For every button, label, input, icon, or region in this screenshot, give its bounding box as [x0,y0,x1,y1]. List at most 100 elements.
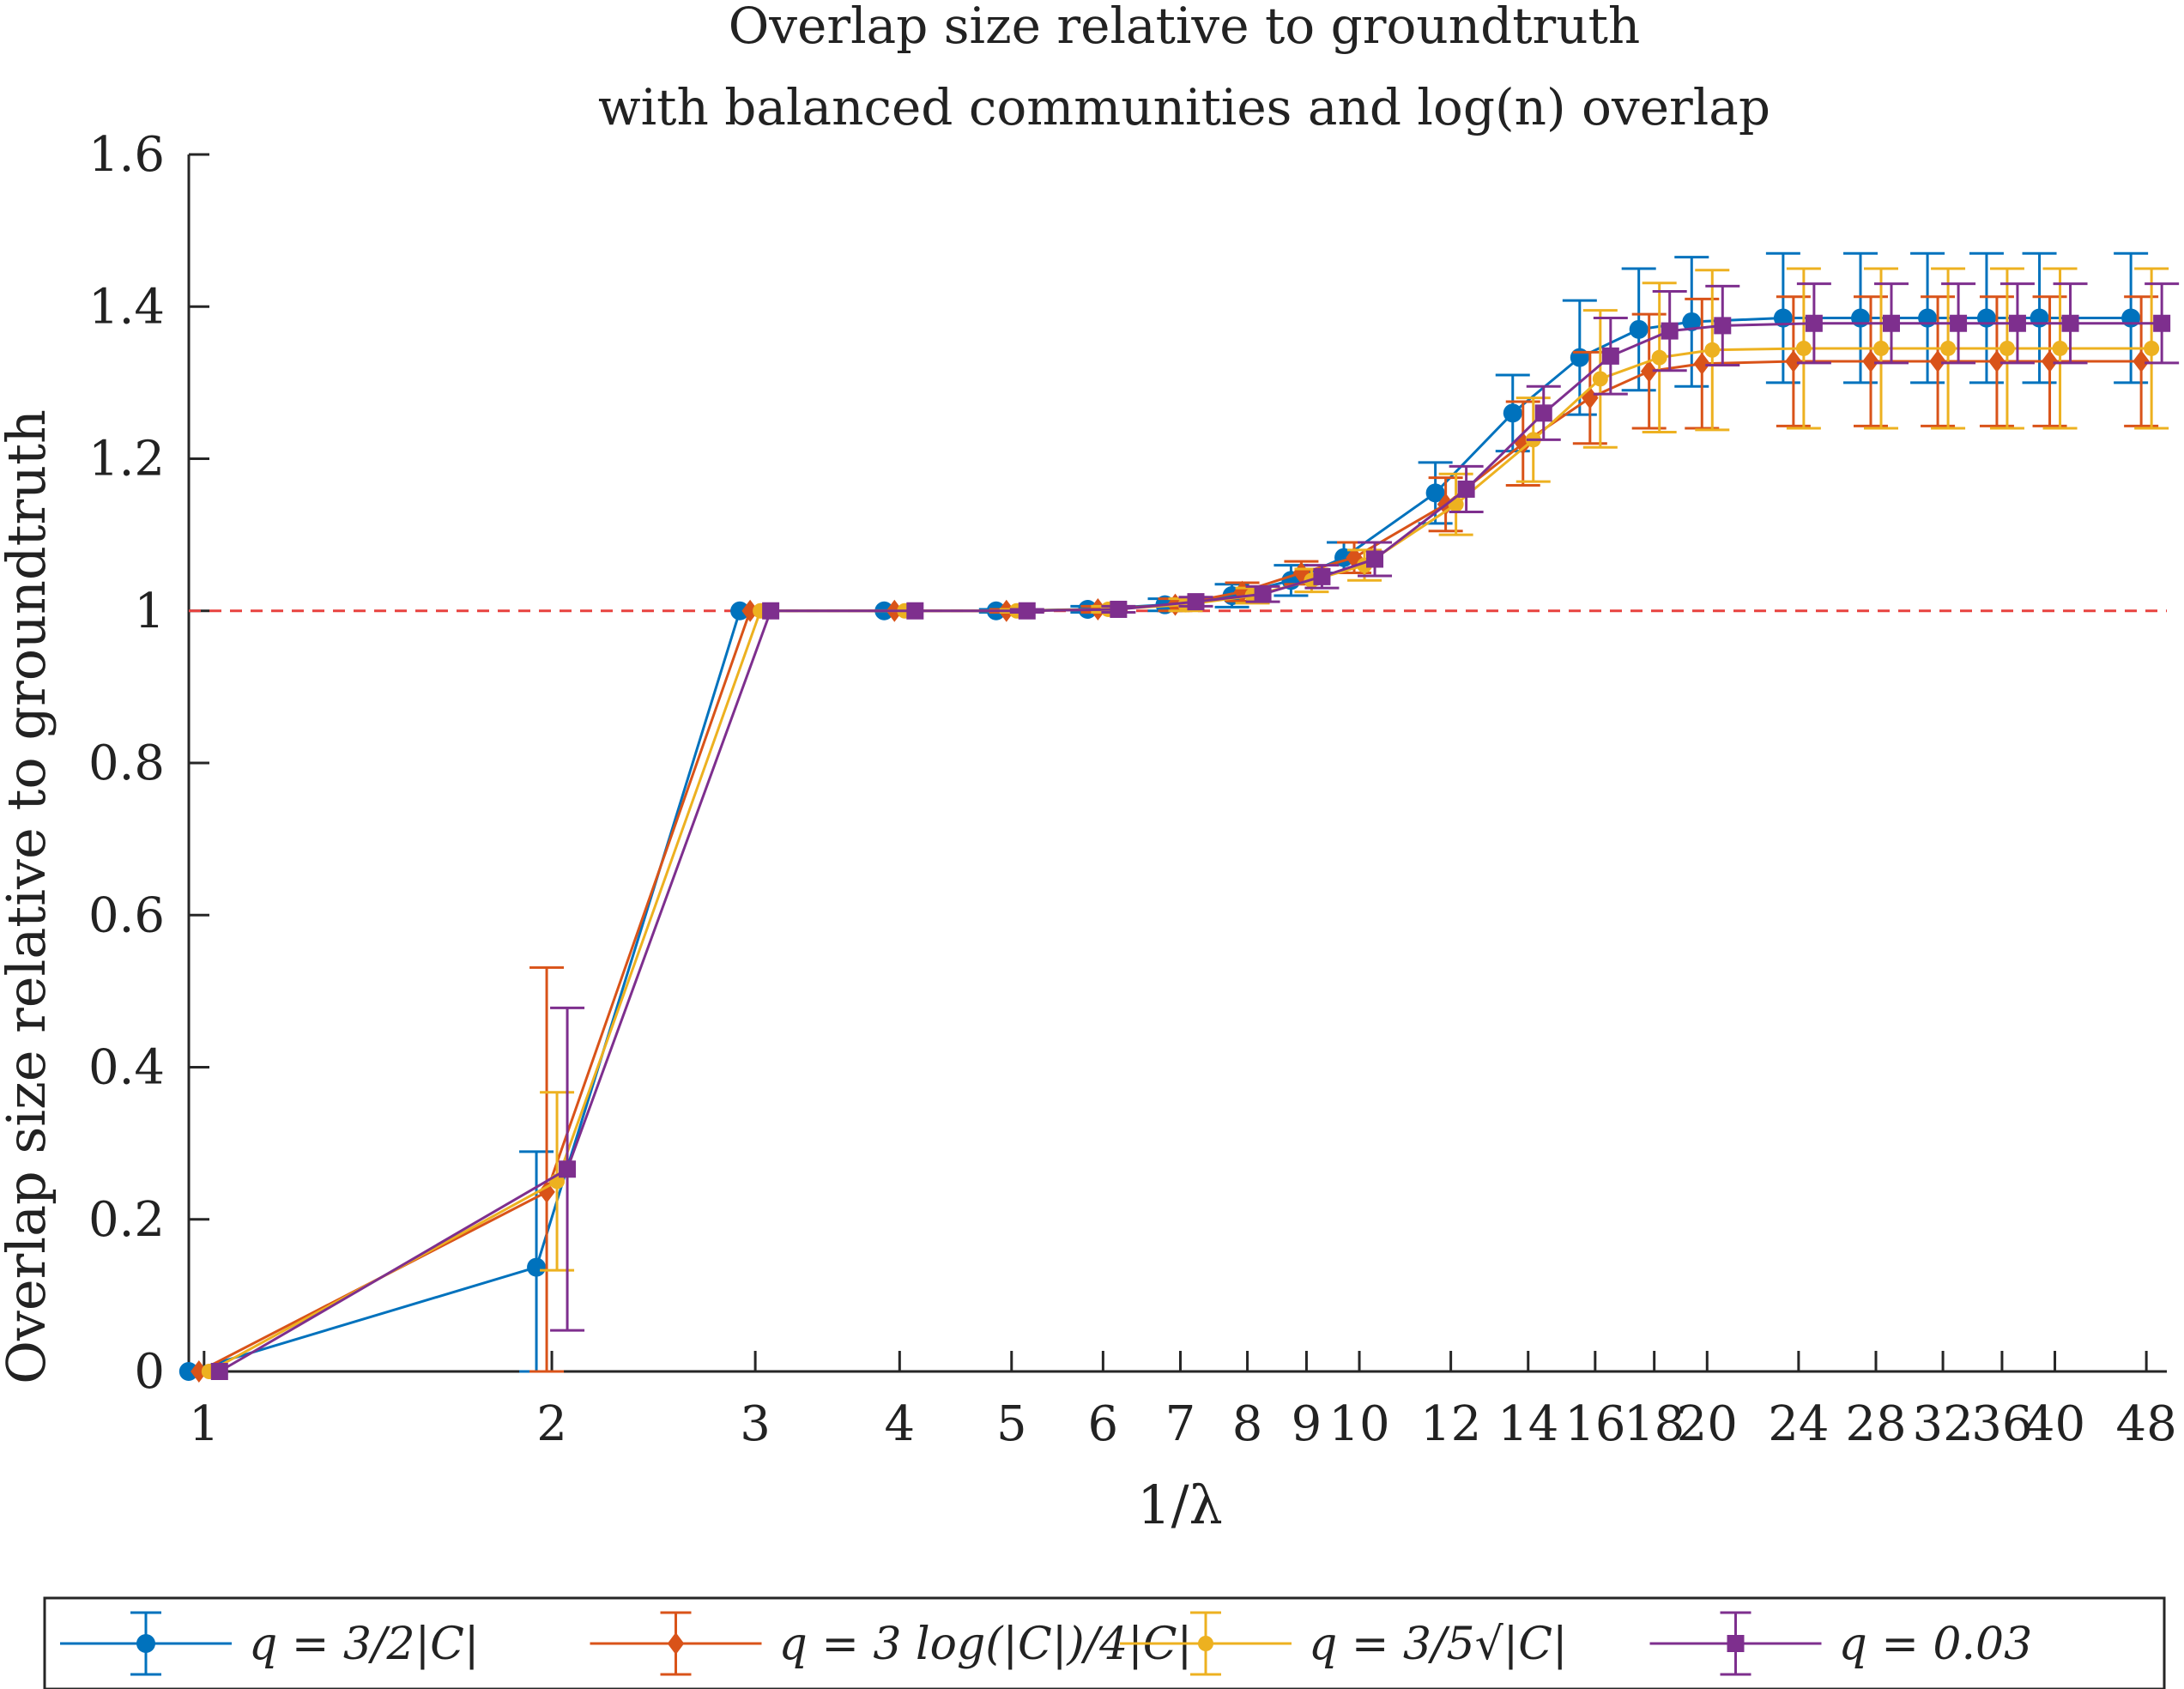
series-line [198,360,2142,1373]
legend-item-1: q = 3/2|C| [60,1611,479,1676]
data-point [1805,314,1823,332]
series-1 [178,251,2149,1381]
data-point [527,1257,547,1277]
data-point [1198,1636,1213,1651]
data-point [1457,480,1475,498]
series-4 [210,282,2180,1380]
y-tick-label: 1.4 [88,279,165,335]
data-point [1883,314,1901,332]
data-point [2061,314,2079,332]
x-tick-label: 8 [1232,1396,1263,1452]
x-tick-label: 9 [1292,1396,1322,1452]
data-point [1682,312,1702,331]
data-point [1448,496,1464,512]
data-point [730,601,750,621]
x-tick-label: 12 [1420,1396,1481,1452]
y-tick-label: 0.6 [88,887,165,943]
data-point [1714,317,1732,335]
x-tick-label: 32 [1912,1396,1973,1452]
x-tick-label: 40 [2024,1396,2085,1452]
data-point [1795,340,1812,356]
legend-item-3: q = 3/5√|C| [1120,1611,1568,1676]
x-tick-label: 3 [740,1396,771,1452]
data-point [1785,350,1802,373]
legend-item-4: q = 0.03 [1649,1611,2033,1676]
x-tick-label: 6 [1088,1396,1119,1452]
data-point [667,1632,685,1655]
series-line [209,347,2152,1373]
data-point [1582,386,1599,409]
data-point [1640,360,1658,383]
legend-label: q = 3/2|C| [249,1619,479,1670]
data-point [136,1634,155,1653]
data-point [1592,371,1608,387]
y-tick-label: 0.4 [88,1040,165,1096]
data-point [1651,349,1667,366]
x-tick-label: 18 [1624,1396,1685,1452]
legend: q = 3/2|C| q = 3 log(|C|)/4|C| q = 3/5√|C|… [43,1596,2166,1689]
x-tick-label: 14 [1497,1396,1558,1452]
data-point [2008,314,2026,332]
data-point [2144,340,2160,356]
data-point [1187,593,1205,611]
data-point [1629,319,1649,339]
data-point [906,602,924,620]
x-tick-label: 5 [996,1396,1027,1452]
data-point [1929,350,1946,373]
legend-label: q = 0.03 [1839,1619,2033,1670]
data-point [1366,550,1384,568]
data-point [762,602,780,620]
x-axis-label: 1/λ [1137,1474,1223,1536]
data-point [1704,342,1721,358]
data-point [1425,483,1445,503]
data-point [1661,322,1679,340]
data-point [1988,350,2006,373]
plot-area: 00.20.40.60.811.21.41.61 2 3 4 5 6 7 8 9 10 12 14 16… [88,127,2180,1452]
chart-title-line1: Overlap size relative to groundtruth [729,0,1641,55]
x-tick-label: 20 [1677,1396,1738,1452]
x-tick-label: 1 [189,1396,220,1452]
data-point [210,1363,228,1380]
x-tick-label: 28 [1845,1396,1906,1452]
series-3 [201,267,2169,1379]
chart-title-line2: with balanced communities and log(n) ove… [598,78,1770,136]
x-tick-label: 4 [884,1396,915,1452]
data-point [2153,314,2171,332]
data-point [1727,1635,1745,1652]
data-point [1313,567,1331,585]
y-tick-label: 0 [134,1344,165,1400]
data-point [178,1362,198,1381]
data-point [1254,585,1272,603]
data-point [1534,404,1552,422]
data-point [1503,403,1522,423]
data-point [1940,340,1957,356]
y-axis-label: Overlap size relative to groundtruth [0,409,57,1384]
legend-label: q = 3/5√|C| [1309,1619,1568,1670]
x-tick-label: 7 [1165,1396,1196,1452]
y-tick-label: 0.8 [88,736,165,791]
y-tick-label: 0.2 [88,1192,165,1248]
y-tick-label: 1.2 [88,432,165,487]
x-tick-label: 16 [1564,1396,1625,1452]
data-point [1018,602,1036,620]
data-point [559,1160,577,1178]
data-point [741,599,759,622]
data-point [1693,352,1711,375]
series-line [188,317,2132,1373]
data-point [191,1360,208,1383]
y-tick-label: 1 [134,584,165,639]
data-point [1601,347,1619,365]
data-point [1999,340,2015,356]
series-line [219,322,2163,1373]
data-point [1110,600,1128,618]
data-point [1873,340,1890,356]
x-tick-label: 24 [1768,1396,1829,1452]
x-tick-label: 36 [1971,1396,2032,1452]
data-point [2041,350,2059,373]
data-point [1950,314,1968,332]
y-tick-label: 1.6 [88,127,165,183]
data-point [1862,350,1879,373]
data-point [538,1180,555,1203]
x-tick-label: 10 [1328,1396,1389,1452]
